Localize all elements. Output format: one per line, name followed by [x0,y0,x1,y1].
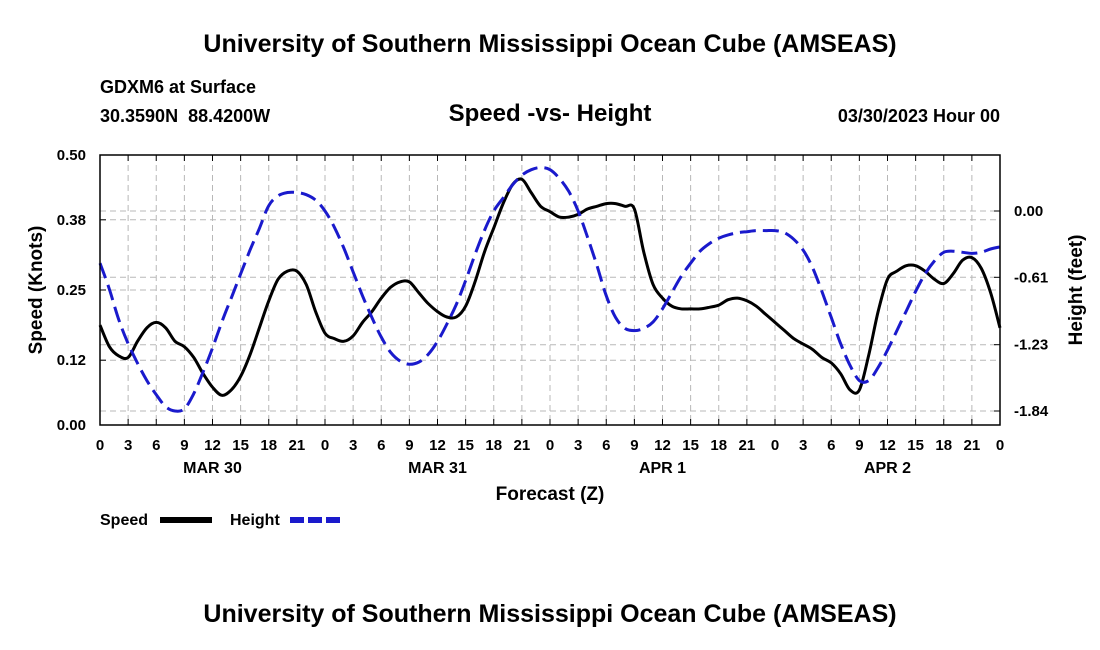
x-tick-label: 9 [180,437,188,454]
x-tick-label: 18 [710,437,727,454]
axis-labels: Forecast (Z) Speed (Knots) Height (feet) [26,226,1087,505]
x-tick-label: 18 [485,437,502,454]
x-tick-label: 3 [574,437,582,454]
footer-title: University of Southern Mississippi Ocean… [203,600,897,628]
x-tick-label: 15 [232,437,249,454]
legend: Speed Height [100,512,342,529]
day-label: APR 2 [864,460,911,477]
x-tick-label: 0 [96,437,104,454]
y-tick-label: 0.12 [57,352,86,369]
x-tick-label: 12 [879,437,896,454]
series-line-speed [98,177,1002,397]
x-tick-label: 21 [289,437,306,454]
main-title: University of Southern Mississippi Ocean… [203,30,897,58]
x-tick-label: 6 [602,437,610,454]
y-axis-title: Speed (Knots) [26,226,47,355]
series-line-height [98,166,1001,413]
x-tick-label: 9 [405,437,413,454]
x-tick-label: 9 [630,437,638,454]
x-tick-label: 12 [204,437,221,454]
y2-tick-label: -0.61 [1014,269,1048,286]
x-tick-label: 18 [260,437,277,454]
x-tick-label: 12 [429,437,446,454]
datetime-label: 03/30/2023 Hour 00 [837,106,1000,126]
series-group [98,166,1002,413]
y2-tick-label: -1.84 [1014,403,1049,420]
station-label: GDXM6 at Surface [100,77,257,97]
x-tick-label: 21 [739,437,756,454]
grid [100,155,1000,425]
legend-label-speed: Speed [100,512,148,529]
y2-tick-label: -1.23 [1014,337,1048,354]
x-tick-label: 0 [771,437,779,454]
x-tick-label: 6 [827,437,835,454]
y-tick-label: 0.38 [57,212,86,229]
y-tick-label: 0.00 [57,417,86,434]
x-tick-label: 12 [654,437,671,454]
x-tick-label: 21 [514,437,531,454]
x-tick-label: 9 [855,437,863,454]
y-tick-label: 0.25 [57,282,86,299]
x-tick-label: 0 [546,437,554,454]
coordinates-label: 30.3590N 88.4200W [100,106,271,126]
x-tick-label: 0 [321,437,329,454]
x-tick-label: 21 [964,437,981,454]
x-tick-label: 3 [349,437,357,454]
x-axis-title: Forecast (Z) [496,484,605,505]
chart-title: Speed -vs- Height [448,100,652,127]
x-tick-label: 18 [935,437,952,454]
x-tick-label: 3 [799,437,807,454]
y2-axis-title: Height (feet) [1066,235,1087,346]
x-tick-label: 15 [907,437,924,454]
axis-ticks: 0 3 6 9 12 15 18 21 0 3 6 9 12 15 18 21 0 3 6 9 12 15 18 21 0 3 6 9… [57,147,1049,477]
x-tick-label: 15 [682,437,699,454]
x-tick-label: 0 [996,437,1004,454]
x-tick-label: 6 [377,437,385,454]
day-label: MAR 30 [183,460,242,477]
y2-tick-label: 0.00 [1014,203,1043,220]
x-tick-label: 3 [124,437,132,454]
x-tick-label: 6 [152,437,160,454]
x-tick-label: 15 [457,437,474,454]
day-label: MAR 31 [408,460,467,477]
y-tick-label: 0.50 [57,147,86,164]
day-label: APR 1 [639,460,686,477]
legend-label-height: Height [230,512,280,529]
